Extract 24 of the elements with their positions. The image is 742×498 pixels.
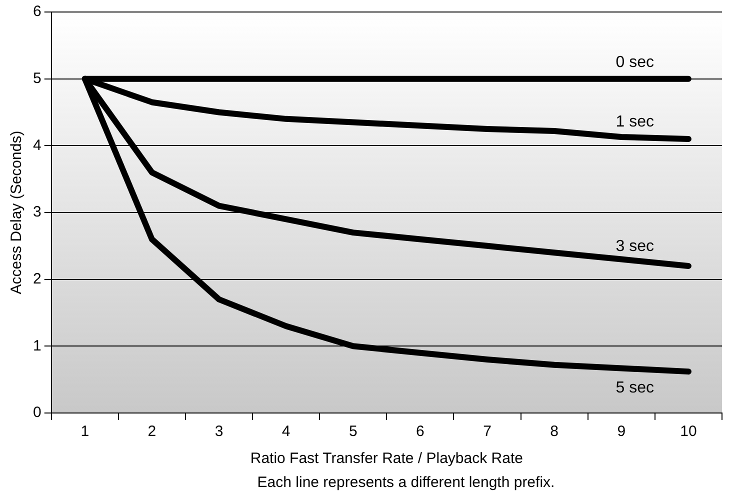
y-tick-label: 2: [33, 270, 42, 288]
x-tick-label: 6: [416, 423, 424, 440]
series-label: 0 sec: [616, 54, 654, 72]
y-tick-label: 5: [33, 70, 42, 87]
x-tick-label: 3: [214, 423, 224, 440]
series-label: 1 sec: [616, 113, 654, 130]
x-tick-label: 5: [348, 423, 358, 440]
series-label: 3 sec: [616, 238, 654, 256]
x-tick-label: 9: [617, 423, 626, 440]
x-tick-label: 7: [483, 423, 492, 440]
y-tick-label: 6: [33, 3, 42, 20]
x-axis-title: Ratio Fast Transfer Rate / Playback Rate: [250, 450, 523, 468]
x-tick-label: 4: [282, 423, 290, 440]
x-tick-label: 10: [680, 423, 697, 440]
y-tick-label: 4: [33, 136, 42, 154]
x-tick-label: 8: [550, 423, 559, 440]
y-tick-label: 1: [33, 337, 42, 354]
y-tick-label: 0: [33, 404, 42, 422]
y-axis-title: Access Delay (Seconds): [8, 130, 26, 294]
text: Each line represents a different length prefix.: [256, 474, 556, 491]
y-tick-label: 3: [33, 204, 42, 221]
x-tick-label: 1: [80, 423, 90, 440]
series-label: 5 sec: [616, 379, 654, 396]
x-tick-label: 2: [148, 423, 156, 440]
